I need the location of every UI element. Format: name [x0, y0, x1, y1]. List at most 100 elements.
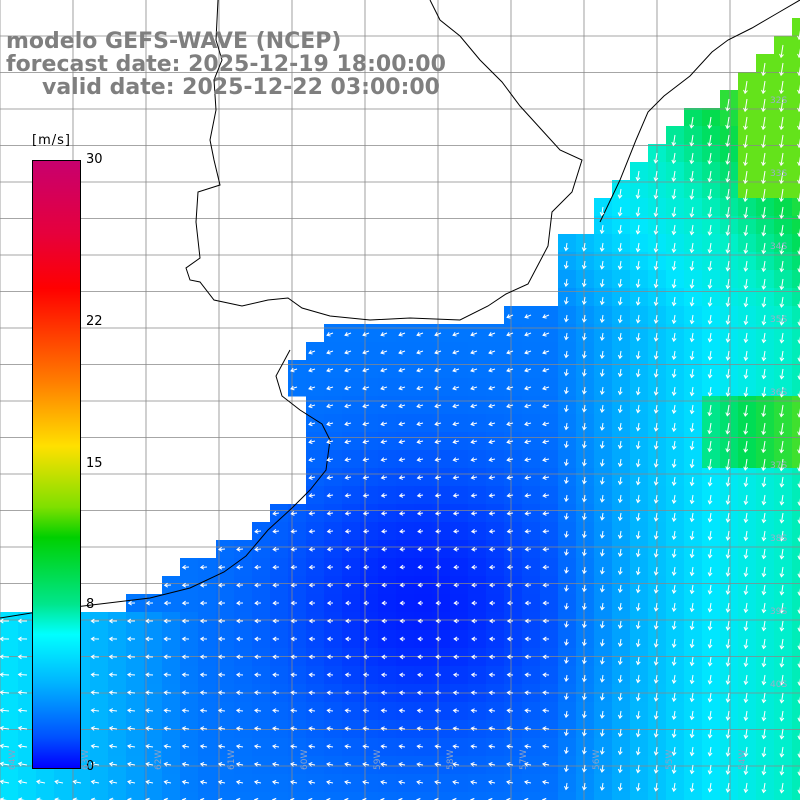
- wind-arrow: [565, 782, 568, 790]
- wind-arrow-head: [689, 248, 695, 254]
- wind-arrow-head: [362, 367, 367, 373]
- wind-arrow-head: [542, 475, 547, 480]
- wind-arrow: [236, 691, 244, 694]
- wind-arrow-head: [308, 708, 313, 714]
- wind-speed-cell: [360, 450, 379, 469]
- wind-speed-cell: [792, 360, 800, 379]
- wind-arrow: [655, 764, 658, 773]
- wind-speed-cell: [468, 468, 487, 487]
- wind-speed-cell: [288, 630, 307, 649]
- wind-arrow-head: [725, 196, 731, 201]
- wind-arrow-head: [381, 654, 386, 660]
- wind-arrow-head: [506, 421, 511, 427]
- wind-arrow-head: [725, 124, 731, 130]
- wind-speed-cell: [396, 504, 415, 523]
- wind-arrow: [745, 620, 748, 631]
- wind-arrow: [619, 530, 622, 539]
- wind-arrow-head: [90, 797, 96, 800]
- wind-arrow-head: [435, 600, 440, 606]
- wind-arrow-head: [453, 546, 458, 552]
- wind-speed-cell: [396, 414, 415, 433]
- wind-arrow-head: [145, 708, 150, 713]
- wind-arrow: [453, 709, 460, 712]
- wind-arrow-head: [582, 659, 587, 665]
- wind-speed-cell: [558, 792, 577, 800]
- wind-arrow-head: [506, 528, 512, 534]
- wind-speed-cell: [216, 702, 235, 721]
- wind-arrow-head: [290, 367, 295, 373]
- wind-arrow: [471, 745, 478, 748]
- wind-arrow: [524, 404, 532, 408]
- wind-arrow-head: [416, 708, 422, 714]
- wind-arrow-head: [743, 734, 749, 740]
- wind-arrow-head: [254, 690, 259, 696]
- wind-arrow-head: [761, 357, 767, 362]
- wind-arrow-head: [524, 618, 529, 624]
- wind-arrow: [637, 170, 640, 181]
- wind-arrow-head: [145, 672, 150, 678]
- wind-arrow-head: [326, 528, 332, 534]
- wind-arrow: [344, 404, 352, 408]
- wind-arrow: [416, 404, 424, 408]
- wind-arrow-head: [725, 302, 731, 308]
- wind-arrow: [619, 314, 622, 323]
- wind-arrow: [762, 206, 766, 218]
- wind-speed-cell: [432, 342, 451, 361]
- wind-arrow: [780, 530, 784, 541]
- wind-arrow: [398, 368, 406, 372]
- wind-arrow: [744, 206, 748, 218]
- wind-speed-cell: [792, 522, 800, 541]
- wind-speed-cell: [504, 396, 523, 415]
- wind-arrow-head: [617, 265, 623, 270]
- longitude-label: 62W: [154, 749, 164, 770]
- wind-arrow-head: [617, 354, 623, 360]
- wind-speed-cell: [162, 702, 181, 721]
- wind-arrow: [709, 602, 712, 612]
- wind-arrow-head: [380, 493, 386, 498]
- wind-arrow: [672, 170, 676, 182]
- wind-speed-cell: [342, 504, 361, 523]
- wind-arrow-head: [564, 515, 569, 521]
- wind-speed-cell: [72, 792, 91, 800]
- wind-arrow-head: [524, 367, 529, 373]
- wind-speed-cell: [432, 396, 451, 415]
- wind-arrow-head: [36, 779, 41, 785]
- wind-arrow-head: [743, 356, 749, 362]
- wind-arrow-head: [506, 726, 511, 731]
- wind-arrow: [673, 458, 676, 468]
- wind-arrow-head: [725, 680, 731, 685]
- wind-arrow: [236, 781, 244, 784]
- wind-arrow-head: [435, 564, 440, 570]
- wind-arrow-head: [653, 769, 659, 774]
- wind-arrow-head: [434, 403, 439, 409]
- wind-arrow-head: [489, 618, 494, 624]
- wind-arrow: [236, 548, 244, 551]
- wind-speed-cell: [468, 540, 487, 559]
- wind-arrow-head: [506, 511, 511, 516]
- wind-arrow-head: [542, 690, 547, 696]
- wind-arrow-head: [761, 179, 766, 185]
- wind-arrow-head: [725, 107, 730, 112]
- wind-arrow: [380, 332, 388, 336]
- wind-speed-cell: [630, 792, 649, 800]
- wind-speed-cell: [324, 378, 343, 397]
- wind-speed-cell: [90, 648, 109, 667]
- wind-arrow-head: [488, 457, 493, 463]
- wind-arrow-head: [0, 672, 4, 678]
- wind-speed-cell: [522, 774, 541, 793]
- wind-arrow: [254, 745, 262, 748]
- wind-speed-cell: [486, 666, 505, 685]
- wind-speed-cell: [396, 432, 415, 451]
- wind-speed-cell: [414, 774, 433, 793]
- wind-arrow: [691, 692, 694, 702]
- wind-arrow: [345, 745, 352, 748]
- wind-speed-cell: [522, 756, 541, 775]
- wind-arrow: [435, 709, 442, 712]
- wind-arrow-head: [470, 475, 475, 480]
- wind-speed-cell: [324, 360, 343, 379]
- wind-arrow-head: [635, 715, 641, 720]
- wind-arrow-head: [542, 493, 547, 498]
- wind-arrow-head: [599, 750, 605, 755]
- wind-arrow-head: [581, 732, 587, 737]
- wind-arrow-head: [524, 528, 529, 534]
